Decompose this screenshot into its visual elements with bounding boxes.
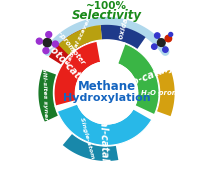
Circle shape [76,62,138,124]
Circle shape [155,33,160,38]
Circle shape [169,33,173,36]
Text: Selectivity: Selectivity [72,9,141,22]
Circle shape [43,48,49,53]
Circle shape [46,32,52,38]
Polygon shape [117,43,159,115]
Text: Photo-catalysis: Photo-catalysis [39,36,104,104]
Polygon shape [57,104,152,146]
Circle shape [152,44,157,49]
Circle shape [158,39,165,46]
Text: Methane: Methane [77,81,136,94]
Polygon shape [101,25,146,49]
Polygon shape [38,70,58,122]
Polygon shape [58,25,102,55]
Text: Mild oxidant: Mild oxidant [113,9,132,58]
Circle shape [43,38,51,47]
Text: Electro-catalysis: Electro-catalysis [102,56,190,99]
Text: H₂O promoter: H₂O promoter [141,90,196,96]
Text: Multi-sites synergy: Multi-sites synergy [41,61,49,129]
Circle shape [36,38,42,44]
Circle shape [52,41,58,47]
Text: Cu-promoter: Cu-promoter [51,23,86,66]
Text: Hydroxylation: Hydroxylation [63,93,150,103]
Polygon shape [63,134,118,161]
Text: ~100%: ~100% [86,1,127,11]
Text: Thermal-catalysis: Thermal-catalysis [96,86,110,184]
Text: Single-atom catalyst: Single-atom catalyst [79,116,102,188]
Polygon shape [49,28,90,64]
Polygon shape [157,70,175,116]
Polygon shape [54,41,101,107]
Circle shape [165,35,172,42]
Text: Radical scavenge: Radical scavenge [65,8,96,66]
Circle shape [163,47,168,52]
